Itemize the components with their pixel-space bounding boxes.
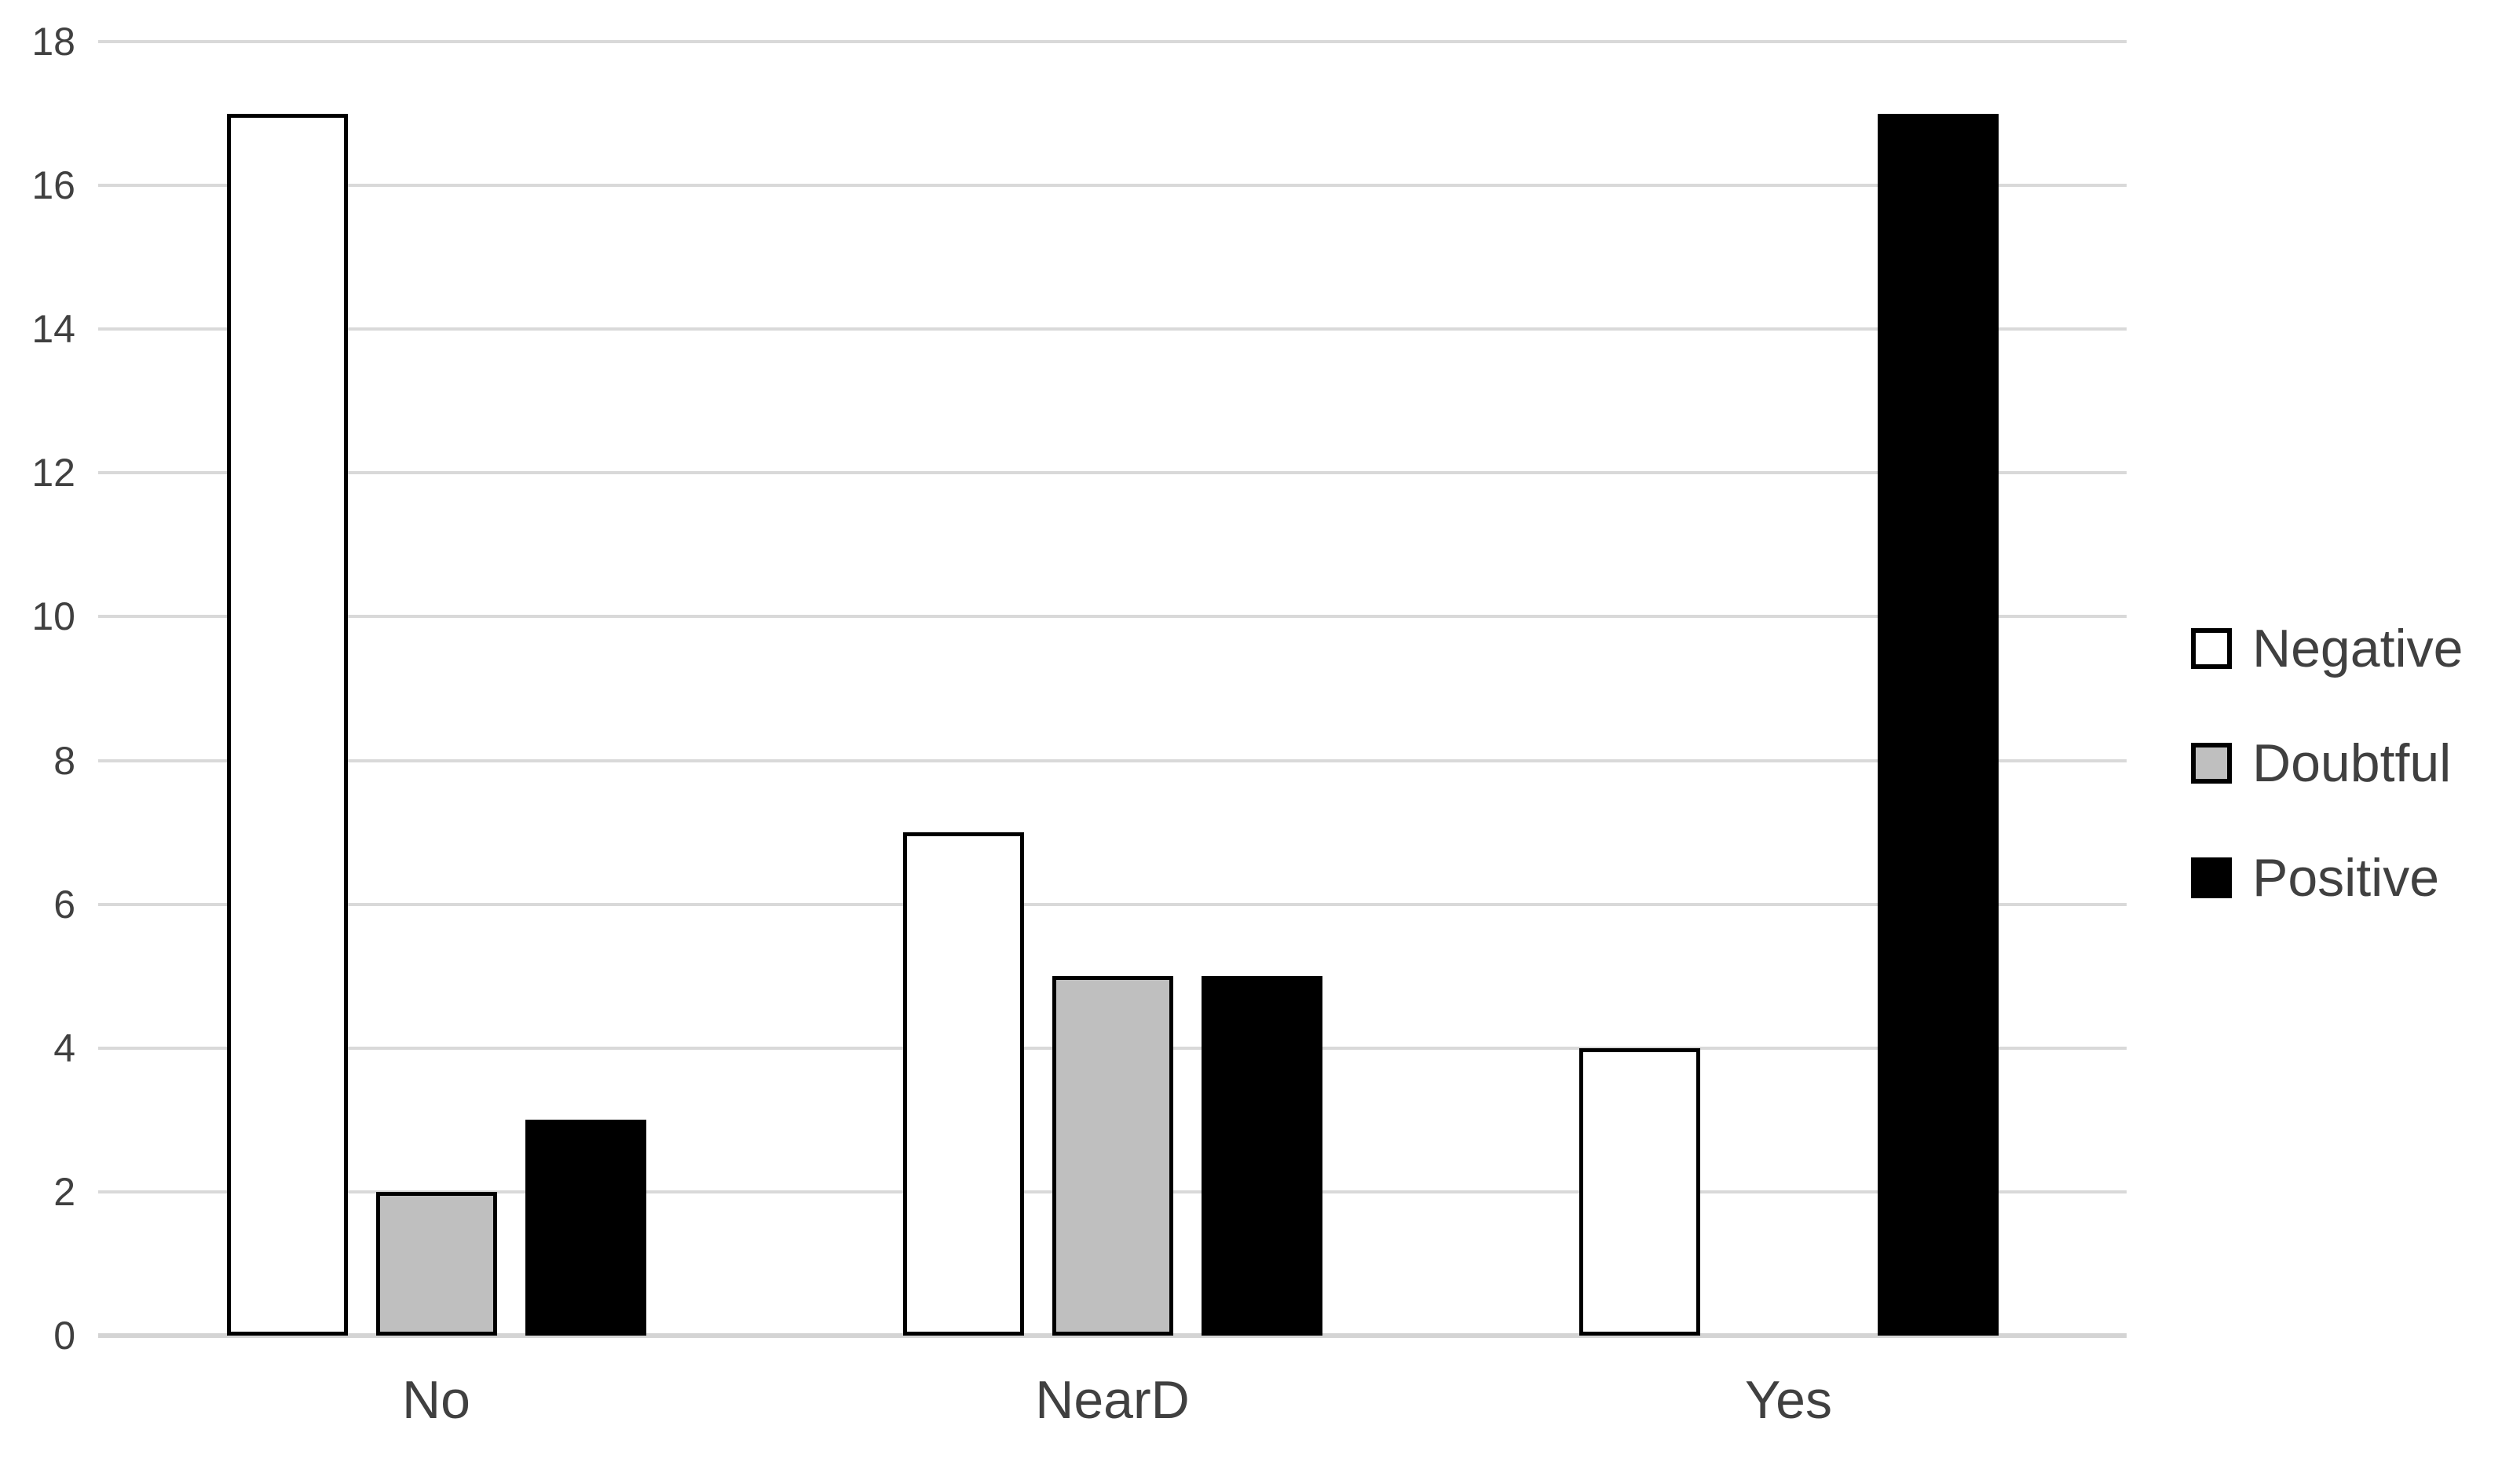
bar-positive-yes — [1877, 113, 1999, 1336]
legend-item-doubtful: Doubtful — [2191, 737, 2463, 790]
y-axis-tick-label: 14 — [31, 307, 75, 352]
legend-swatch-positive — [2191, 857, 2232, 898]
bar-positive-neard — [1201, 976, 1322, 1336]
x-axis-line — [98, 1333, 2127, 1338]
legend: Negative Doubtful Positive — [2191, 622, 2463, 905]
legend-label: Negative — [2252, 619, 2464, 678]
gridline — [98, 902, 2127, 906]
y-axis-tick-label: 6 — [53, 882, 75, 927]
gridline — [98, 615, 2127, 619]
plot-area — [98, 40, 2127, 1338]
y-axis-tick-label: 4 — [53, 1025, 75, 1070]
y-axis-tick-label: 10 — [31, 594, 75, 639]
gridline — [98, 327, 2127, 331]
legend-label: Doubtful — [2252, 733, 2452, 793]
y-axis-tick-label: 18 — [31, 20, 75, 64]
legend-swatch-doubtful — [2191, 743, 2232, 784]
y-axis-tick-label: 12 — [31, 451, 75, 495]
legend-item-positive: Positive — [2191, 851, 2463, 905]
legend-item-negative: Negative — [2191, 622, 2463, 675]
y-axis-tick-label: 16 — [31, 163, 75, 208]
y-axis-tick-label: 2 — [53, 1169, 75, 1214]
y-axis-tick-label: 8 — [53, 738, 75, 783]
bar-negative-neard — [902, 832, 1024, 1336]
legend-swatch-negative — [2191, 628, 2232, 669]
bar-negative-yes — [1578, 1047, 1700, 1336]
bar-doubtful-no — [375, 1191, 497, 1336]
bar-positive-no — [525, 1120, 646, 1336]
x-axis-category-label: Yes — [1745, 1370, 1832, 1430]
gridline — [98, 758, 2127, 762]
x-axis-category-label: NearD — [1035, 1370, 1190, 1430]
legend-label: Positive — [2252, 848, 2440, 908]
gridline — [98, 184, 2127, 188]
bar-negative-no — [226, 113, 348, 1336]
gridline — [98, 40, 2127, 43]
y-axis-tick-label: 0 — [53, 1314, 75, 1358]
x-axis-category-label: No — [402, 1370, 470, 1430]
gridline — [98, 471, 2127, 475]
bar-doubtful-neard — [1052, 976, 1173, 1336]
